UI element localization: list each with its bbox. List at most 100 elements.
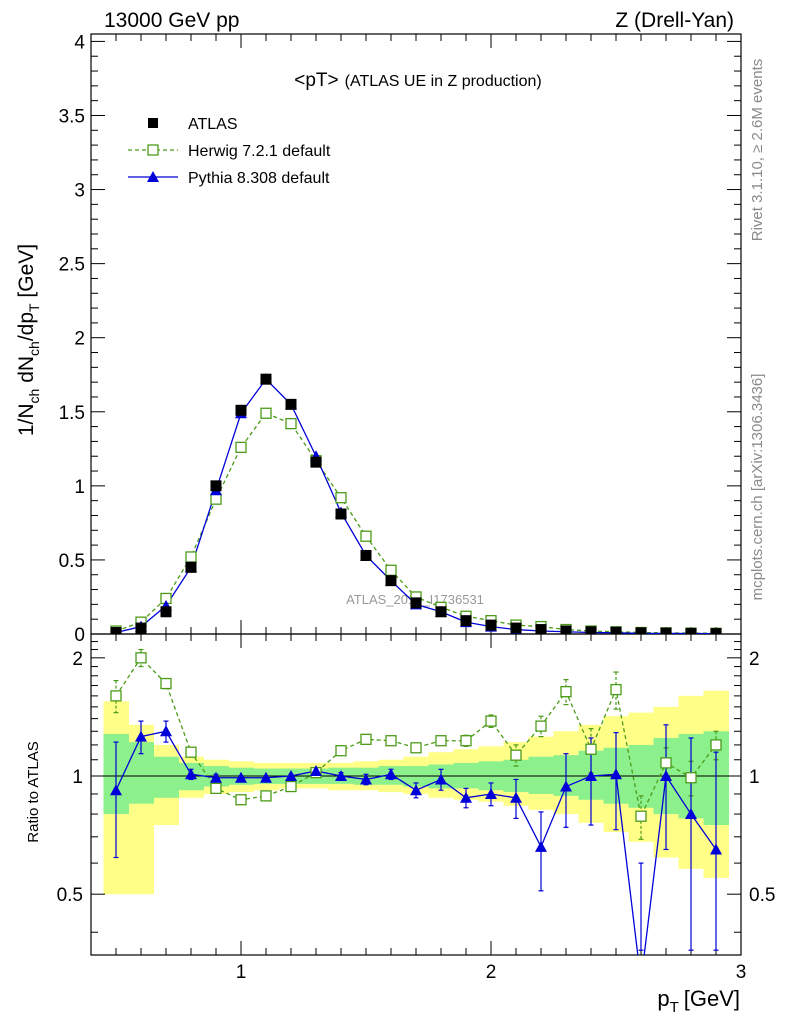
main-point-atlas xyxy=(210,480,222,492)
ratio-point-pythia-8-308-default xyxy=(235,771,247,783)
ratio-point-pythia-8-308-default xyxy=(135,730,147,742)
main-point-atlas xyxy=(360,549,372,561)
main-point-herwig-7-2-1-default xyxy=(235,441,247,453)
header-left: 13000 GeV pp xyxy=(104,9,239,32)
main-y-tick-label: 2 xyxy=(74,329,85,350)
ratio-y-tick-label: 2 xyxy=(72,649,83,670)
header-right: Z (Drell-Yan) xyxy=(615,9,734,32)
main-point-atlas xyxy=(560,625,572,634)
ratio-point-pythia-8-308-default xyxy=(410,784,422,796)
main-point-herwig-7-2-1-default xyxy=(360,530,372,542)
main-point-atlas xyxy=(385,575,397,587)
ratio-point-pythia-8-308-default xyxy=(560,780,572,792)
ratio-y-tick-label: 0.5 xyxy=(57,885,83,906)
ratio-point-herwig-7-2-1-default xyxy=(560,686,572,698)
main-y-tick-label: 0 xyxy=(74,625,85,646)
ratio-point-herwig-7-2-1-default xyxy=(135,652,147,664)
main-y-tick-label: 3 xyxy=(74,181,85,202)
ratio-point-pythia-8-308-default xyxy=(110,784,122,796)
ratio-point-herwig-7-2-1-default xyxy=(235,794,247,806)
main-point-atlas xyxy=(510,622,522,634)
ratio-series xyxy=(110,648,722,986)
main-point-atlas xyxy=(260,373,272,385)
ratio-point-pythia-8-308-default xyxy=(435,773,447,785)
main-point-atlas xyxy=(585,626,597,634)
ratio-point-herwig-7-2-1-default xyxy=(410,742,422,754)
legend-atlas-label: ATLAS xyxy=(188,116,238,133)
ratio-point-pythia-8-308-default xyxy=(610,768,622,780)
main-point-atlas xyxy=(535,624,547,634)
main-point-atlas xyxy=(485,619,497,631)
main-point-herwig-7-2-1-default xyxy=(285,417,297,430)
x-tick-label: 1 xyxy=(236,962,247,983)
ratio-point-herwig-7-2-1-default xyxy=(385,735,397,747)
legend: ATLAS Herwig 7.2.1 default Pythia 8.308 … xyxy=(128,116,331,187)
main-point-herwig-7-2-1-default xyxy=(185,551,197,563)
ratio-y-tick-label-right: 2 xyxy=(749,649,760,670)
ratio-y-tick-label-right: 1 xyxy=(749,767,760,788)
ratio-point-pythia-8-308-default xyxy=(160,725,172,737)
main-point-herwig-7-2-1-default xyxy=(385,564,397,576)
main-point-atlas xyxy=(185,561,197,573)
ratio-point-pythia-8-308-default xyxy=(460,791,472,803)
ratio-point-herwig-7-2-1-default xyxy=(685,772,697,784)
x-axis-label: pT [GeV] xyxy=(657,986,740,1016)
ratio-y-tick-label-right: 0.5 xyxy=(749,885,775,906)
main-series xyxy=(110,373,722,634)
ratio-point-herwig-7-2-1-default xyxy=(435,735,447,747)
ratio-point-pythia-8-308-default xyxy=(285,770,297,782)
ratio-point-pythia-8-308-default xyxy=(635,975,647,986)
svg-text:1/Nch dNch/dpT [GeV]: 1/Nch dNch/dpT [GeV] xyxy=(15,244,42,436)
main-point-herwig-7-2-1-default xyxy=(210,493,222,505)
ratio-point-herwig-7-2-1-default xyxy=(510,749,522,761)
main-point-atlas xyxy=(660,627,672,634)
main-point-atlas xyxy=(335,508,347,520)
ratio-band-inner xyxy=(153,756,179,798)
x-tick-label: 3 xyxy=(736,962,747,983)
main-point-atlas xyxy=(710,628,722,634)
ratio-point-pythia-8-308-default xyxy=(535,840,547,852)
ratio-point-herwig-7-2-1-default xyxy=(535,720,547,732)
main-y-tick-label: 1 xyxy=(74,477,85,498)
main-point-atlas xyxy=(235,404,247,416)
ratio-point-herwig-7-2-1-default xyxy=(210,782,222,795)
main-point-atlas xyxy=(460,615,472,627)
ratio-point-pythia-8-308-default xyxy=(510,791,522,803)
legend-pythia-label: Pythia 8.308 default xyxy=(188,170,330,187)
ratio-point-herwig-7-2-1-default xyxy=(260,790,272,802)
main-point-atlas xyxy=(685,627,697,634)
ratio-point-herwig-7-2-1-default xyxy=(610,683,622,696)
ratio-point-pythia-8-308-default xyxy=(685,808,697,820)
ratio-point-pythia-8-308-default xyxy=(710,843,722,855)
ratio-point-herwig-7-2-1-default xyxy=(110,690,122,702)
ratio-point-herwig-7-2-1-default xyxy=(335,745,347,757)
mcplots-label: mcplots.cern.ch [arXiv:1306.3436] xyxy=(749,374,766,601)
ratio-band-inner xyxy=(528,756,554,794)
main-y-tick-label: 1.5 xyxy=(59,403,85,424)
ratio-point-herwig-7-2-1-default xyxy=(635,810,647,822)
main-point-herwig-7-2-1-default xyxy=(260,407,272,419)
ratio-point-pythia-8-308-default xyxy=(210,771,222,783)
ratio-point-herwig-7-2-1-default xyxy=(660,757,672,769)
ratio-point-pythia-8-308-default xyxy=(310,764,322,776)
main-point-atlas xyxy=(410,597,422,609)
main-y-tick-label: 3.5 xyxy=(59,106,85,127)
ratio-point-pythia-8-308-default xyxy=(385,768,397,780)
ratio-point-herwig-7-2-1-default xyxy=(585,743,597,755)
ratio-y-tick-label: 1 xyxy=(72,767,83,788)
rivet-label: Rivet 3.1.10, ≥ 2.6M events xyxy=(749,59,766,242)
main-y-tick-label: 0.5 xyxy=(59,551,85,572)
ratio-point-herwig-7-2-1-default xyxy=(360,733,372,745)
main-point-atlas xyxy=(285,398,297,410)
main-point-atlas xyxy=(435,606,447,618)
main-point-atlas xyxy=(160,606,172,618)
ratio-bands xyxy=(91,690,741,895)
ratio-point-pythia-8-308-default xyxy=(585,770,597,782)
main-point-atlas xyxy=(135,622,147,634)
main-point-atlas xyxy=(610,626,622,634)
main-point-herwig-7-2-1-default xyxy=(335,492,347,504)
ratio-point-pythia-8-308-default xyxy=(485,787,497,799)
legend-pythia-marker xyxy=(147,171,159,182)
x-tick-label: 2 xyxy=(486,962,497,983)
